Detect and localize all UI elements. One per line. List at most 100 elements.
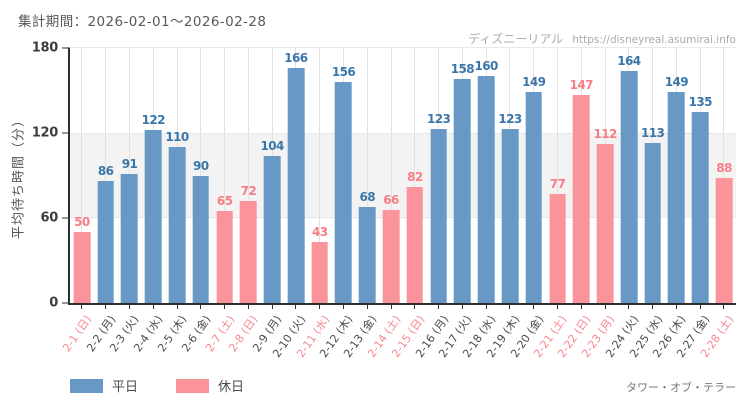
x-tick-mark	[128, 305, 130, 309]
x-tick-mark	[675, 305, 677, 309]
bar	[97, 181, 114, 303]
x-tick-mark	[366, 305, 368, 309]
bar-value-label: 122	[141, 113, 166, 128]
y-tick: 180	[32, 41, 68, 56]
bar-value-label: 123	[426, 111, 451, 126]
x-tick-mark	[414, 305, 416, 309]
bar-column: 164 2-24 (火)	[603, 48, 641, 360]
x-tick-mark	[438, 305, 440, 309]
vertical-gridline	[366, 48, 368, 303]
bar	[168, 147, 186, 303]
x-tick-mark	[509, 305, 511, 309]
bar-value-label: 113	[641, 125, 665, 140]
bar	[691, 111, 709, 303]
y-tick-mark	[62, 302, 68, 304]
bar	[311, 242, 329, 303]
bar-column: 110 2-5 (木)	[155, 48, 189, 354]
legend-item-holiday: 休日	[176, 376, 244, 395]
bar-column: 91 2-3 (火)	[108, 48, 142, 354]
legend: 平日 休日	[70, 376, 244, 395]
watermark: ディズニーリアル https://disneyreal.asumirai.inf…	[468, 28, 736, 47]
y-axis-title: 平均待ち時間（分）	[11, 112, 27, 240]
bar-column: 77 2-21 (土)	[532, 48, 570, 360]
bar-value-label: 68	[359, 189, 376, 204]
bar-column: 122 2-4 (水)	[131, 48, 166, 354]
bar-column: 43 2-11 (水)	[294, 48, 332, 360]
bar-column: 86 2-2 (月)	[84, 48, 118, 354]
bar-value-label: 110	[165, 130, 189, 145]
x-tick-mark	[200, 305, 202, 309]
watermark-site-name: ディズニーリアル	[468, 32, 564, 46]
y-tick-mark	[62, 132, 68, 134]
y-tick-label: 120	[31, 125, 59, 141]
bar	[477, 76, 495, 303]
vertical-gridline	[224, 48, 226, 303]
legend-swatch-weekday	[70, 378, 103, 393]
vertical-gridline	[414, 48, 416, 303]
vertical-gridline	[557, 48, 559, 303]
bar-value-label: 90	[193, 158, 209, 173]
bar-value-label: 123	[498, 111, 522, 126]
bar-column: 149 2-20 (金)	[508, 48, 546, 360]
bar-column: 65 2-7 (土)	[203, 48, 237, 354]
bar-column: 166 2-10 (火)	[270, 48, 308, 360]
bar-value-label: 77	[549, 176, 566, 191]
vertical-gridline	[319, 48, 321, 303]
bar	[73, 232, 91, 303]
bar-value-label: 50	[74, 215, 90, 230]
y-tick-mark	[62, 47, 68, 49]
bar	[192, 175, 210, 303]
x-tick-mark	[557, 305, 559, 309]
y-tick: 120	[32, 126, 68, 141]
x-tick-mark	[224, 305, 226, 309]
y-tick-label: 0	[49, 295, 58, 311]
bar	[454, 79, 471, 303]
bar-column: 149 2-26 (木)	[651, 48, 689, 360]
bar-column: 147 2-22 (日)	[555, 48, 594, 360]
bar	[240, 201, 257, 303]
vertical-gridline	[390, 48, 392, 303]
bar	[620, 70, 638, 303]
bar-value-label: 72	[240, 184, 257, 198]
bar	[287, 67, 305, 303]
x-tick-mark	[461, 305, 463, 309]
x-tick-mark	[628, 305, 630, 309]
x-tick-mark	[652, 305, 654, 309]
x-tick-mark	[342, 305, 344, 309]
bar-value-label: 104	[260, 138, 285, 153]
bar-column: 158 2-17 (火)	[436, 48, 475, 360]
bar-value-label: 86	[97, 164, 114, 179]
bar	[144, 130, 162, 303]
x-tick-mark	[723, 305, 725, 309]
bar-column: 123 2-19 (木)	[484, 48, 522, 360]
plot-columns: 50 2-1 (日) 86 2-2 (月) 91 2-3 (火) 122 2-4 (水) 110…	[60, 48, 736, 360]
bar	[430, 128, 447, 303]
x-tick-mark	[176, 305, 178, 309]
x-tick-mark	[295, 305, 297, 309]
bar-value-label: 65	[216, 193, 233, 208]
bar-value-label: 82	[407, 169, 423, 184]
bar	[263, 155, 281, 303]
bar-column: 90 2-6 (金)	[179, 48, 213, 354]
bar	[549, 193, 566, 303]
x-tick-mark	[604, 305, 606, 309]
legend-label-holiday: 休日	[218, 380, 245, 395]
y-tick-mark	[62, 217, 68, 219]
bar-column: 104 2-9 (月)	[250, 48, 285, 354]
attraction-name: タワー・オブ・テラー	[626, 381, 736, 394]
bar	[121, 174, 138, 303]
legend-item-weekday: 平日	[70, 376, 138, 395]
bar-column: 160 2-18 (水)	[460, 48, 498, 360]
x-tick-mark	[580, 305, 582, 309]
vertical-gridline	[247, 48, 249, 303]
bar-value-label: 43	[311, 225, 328, 240]
y-tick: 0	[49, 296, 68, 311]
bar	[715, 178, 733, 303]
bar-value-label: 147	[569, 77, 594, 92]
bar-value-label: 156	[331, 65, 356, 80]
bar-column: 88 2-28 (土)	[698, 48, 736, 360]
bar-column: 72 2-8 (日)	[226, 48, 261, 354]
legend-swatch-holiday	[176, 378, 210, 393]
bar-value-label: 158	[450, 62, 475, 77]
